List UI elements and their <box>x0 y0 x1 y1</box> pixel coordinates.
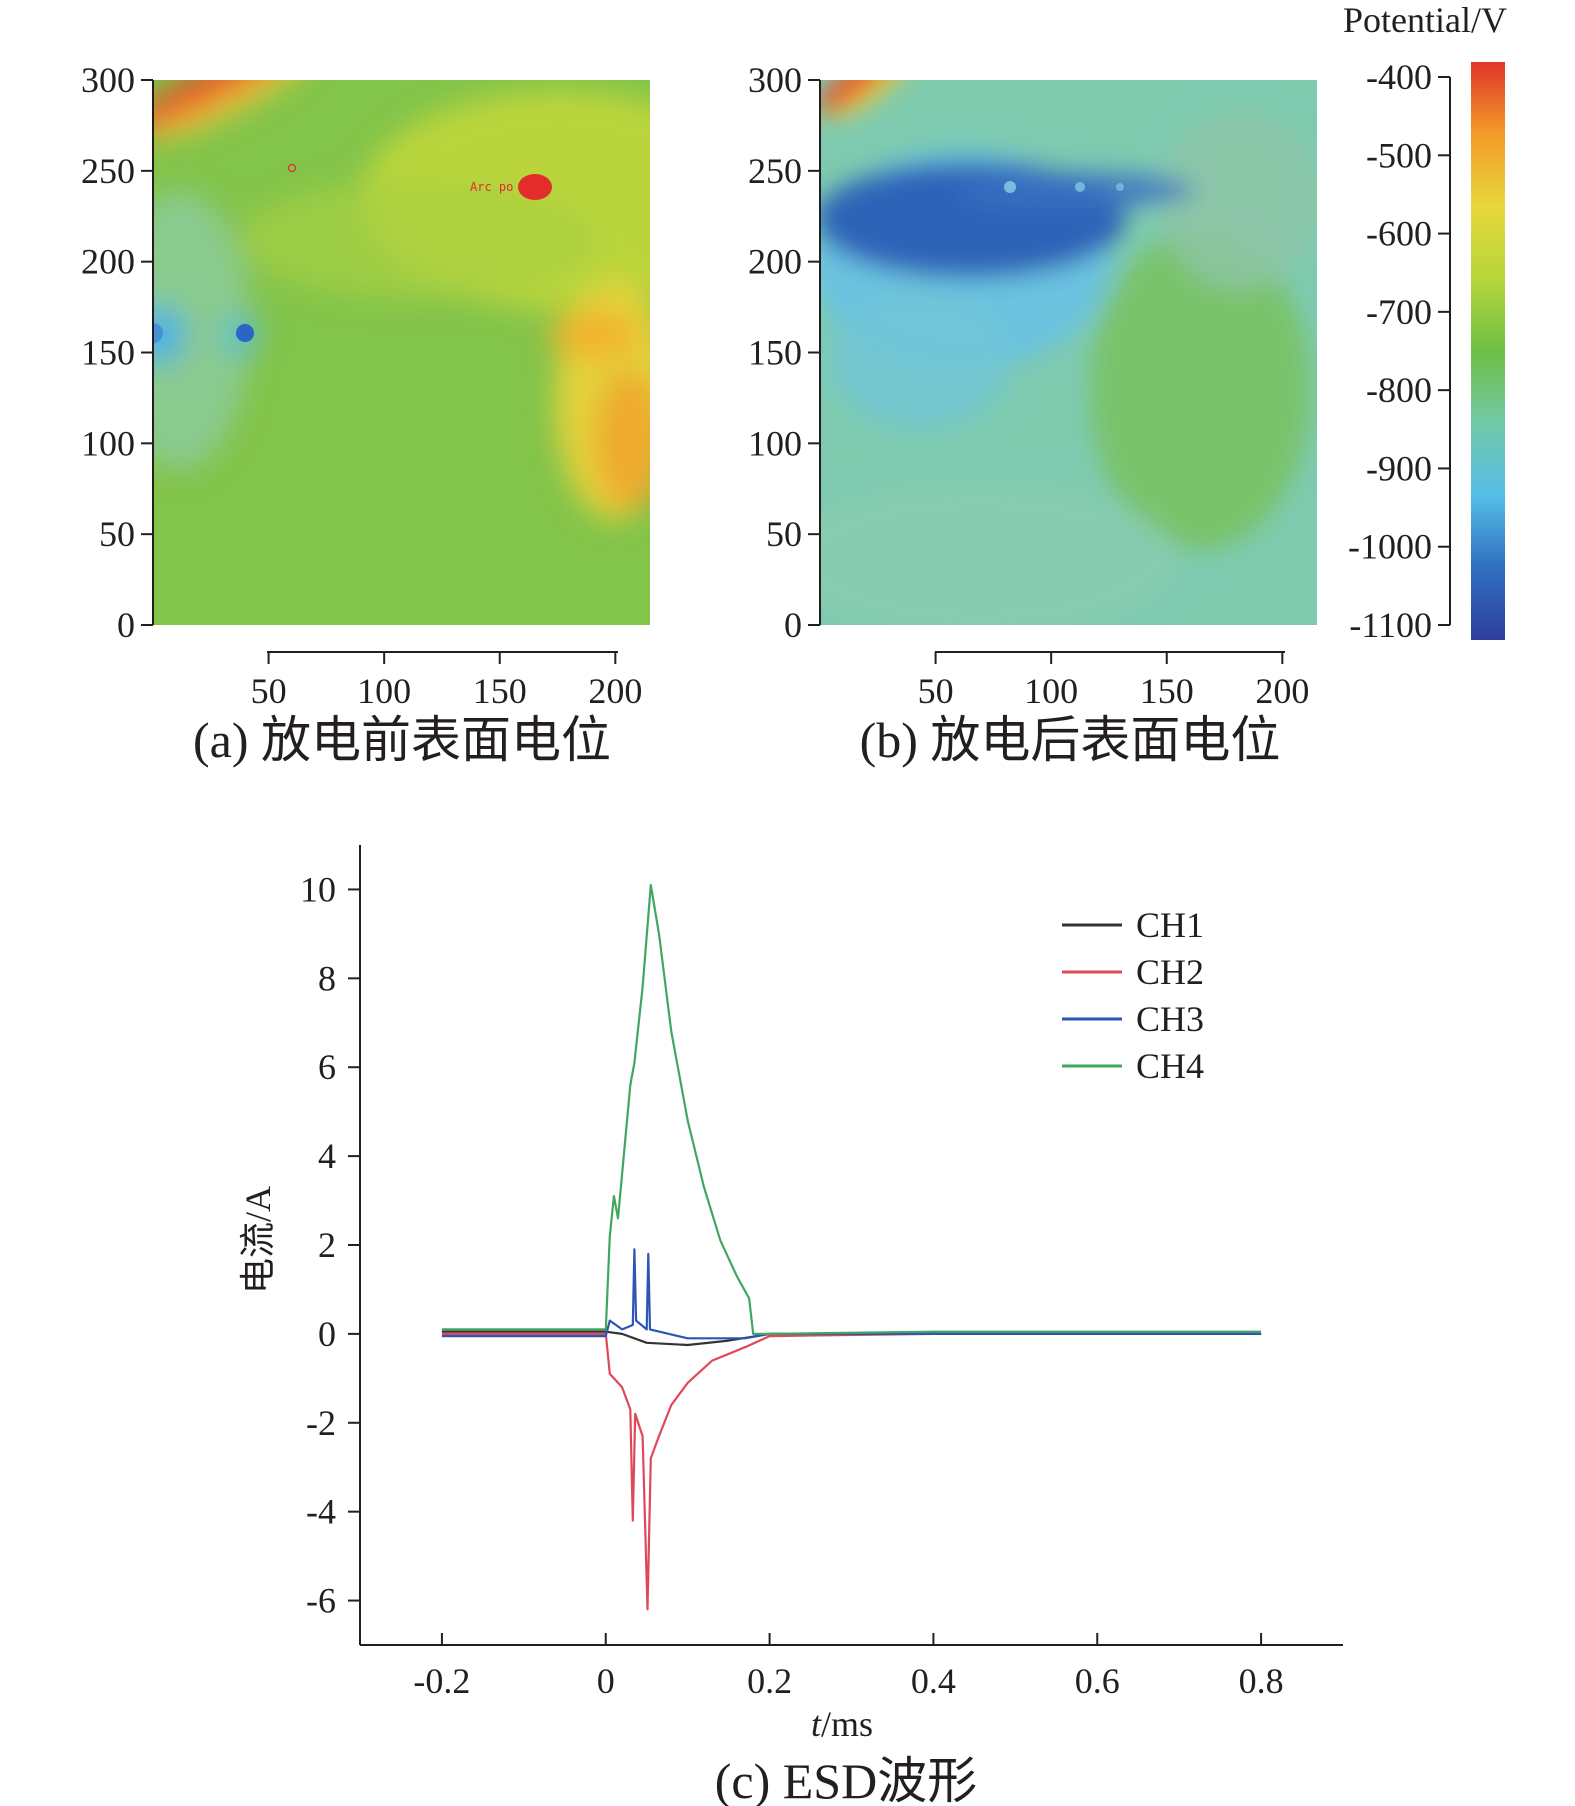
caption-b: (b) 放电后表面电位 <box>860 712 1281 768</box>
esd-y-tick-label: 10 <box>300 869 336 909</box>
esd-ylabel: 电流/A <box>238 1186 278 1294</box>
y-tick-label: 200 <box>748 242 802 282</box>
heatmap-a: Arc po 0 50 100 150 200 250 300 50 100 150 200 (a)… <box>81 60 650 768</box>
x-tick-label: 200 <box>588 671 642 711</box>
heatmap-a-axes: 0 50 100 150 200 250 300 50 100 150 200 <box>81 60 642 711</box>
esd-x-tick-label: -0.2 <box>413 1661 470 1701</box>
y-tick-label: 250 <box>81 151 135 191</box>
colorbar-axis: -400 -500 -600 -700 -800 -900 -1000 -1100 <box>1348 57 1451 645</box>
heatmap-b-axes: 0 50 100 150 200 250 300 50 100 150 200 <box>748 60 1309 711</box>
y-tick-label: 0 <box>784 605 802 645</box>
y-tick-label: 150 <box>81 333 135 373</box>
colorbar-tick-label: -800 <box>1366 370 1432 410</box>
legend-label-ch1: CH1 <box>1136 905 1204 945</box>
y-tick-label: 100 <box>748 423 802 463</box>
colorbar-tick-label: -700 <box>1366 292 1432 332</box>
colorbar-gradient <box>1471 62 1505 640</box>
esd-y-tick-label: 6 <box>318 1047 336 1087</box>
esd-x-tick-label: 0 <box>597 1661 615 1701</box>
heatmap-a-image: Arc po <box>153 80 650 625</box>
x-tick-label: 150 <box>473 671 527 711</box>
esd-legend: CH1 CH2 CH3 CH4 <box>1062 905 1204 1086</box>
esd-y-tick-label: 0 <box>318 1314 336 1354</box>
esd-x-tick-label: 0.8 <box>1239 1661 1284 1701</box>
arc-point-label: Arc po <box>470 180 513 194</box>
esd-y-tick-label: -6 <box>306 1581 336 1621</box>
y-tick-label: 50 <box>99 514 135 554</box>
esd-x-tick-label: 0.6 <box>1075 1661 1120 1701</box>
y-tick-label: 300 <box>81 60 135 100</box>
esd-y-tick-label: 8 <box>318 958 336 998</box>
colorbar: Potential/V -400 -500 -600 -700 -800 -900 -100… <box>1343 0 1507 645</box>
x-tick-label: 150 <box>1140 671 1194 711</box>
series-ch3-line <box>441 1248 1262 1340</box>
caption-a: (a) 放电前表面电位 <box>193 712 611 768</box>
x-tick-label: 200 <box>1255 671 1309 711</box>
legend-label-ch2: CH2 <box>1136 952 1204 992</box>
y-tick-label: 150 <box>748 333 802 373</box>
colorbar-tick-label: -400 <box>1366 57 1432 97</box>
esd-y-tick-label: 2 <box>318 1225 336 1265</box>
colorbar-tick-label: -1100 <box>1349 605 1432 645</box>
y-tick-label: 100 <box>81 423 135 463</box>
heatmap-b: 0 50 100 150 200 250 300 50 100 150 200 (b) 放电后表面电… <box>748 60 1317 768</box>
x-tick-label: 100 <box>1024 671 1078 711</box>
legend-label-ch3: CH3 <box>1136 999 1204 1039</box>
esd-x-tick-label: 0.4 <box>911 1661 956 1701</box>
legend-label-ch4: CH4 <box>1136 1046 1204 1086</box>
esd-series <box>441 883 1262 1611</box>
y-tick-label: 300 <box>748 60 802 100</box>
x-tick-label: 100 <box>357 671 411 711</box>
series-ch4-line <box>441 883 1262 1335</box>
colorbar-tick-label: -500 <box>1366 135 1432 175</box>
x-tick-label: 50 <box>918 671 954 711</box>
colorbar-tick-label: -900 <box>1366 448 1432 488</box>
colorbar-title: Potential/V <box>1343 0 1507 40</box>
series-ch2-line <box>441 1332 1262 1611</box>
esd-chart: -6 -4 -2 0 2 4 6 8 10 -0.2 0 0.2 0.4 0.6 0.8 CH1 CH2 CH3… <box>238 845 1343 1806</box>
caption-c: (c) ESD波形 <box>715 1753 977 1806</box>
heatmap-b-image <box>820 80 1317 625</box>
colorbar-tick-label: -1000 <box>1348 527 1432 567</box>
y-tick-label: 200 <box>81 242 135 282</box>
esd-x-tick-label: 0.2 <box>747 1661 792 1701</box>
y-tick-label: 250 <box>748 151 802 191</box>
colorbar-tick-label: -600 <box>1366 214 1432 254</box>
y-tick-label: 50 <box>766 514 802 554</box>
esd-xlabel: t/ms <box>811 1704 873 1744</box>
x-tick-label: 50 <box>251 671 287 711</box>
esd-y-tick-label: 4 <box>318 1136 336 1176</box>
y-tick-label: 0 <box>117 605 135 645</box>
esd-y-tick-label: -4 <box>306 1492 336 1532</box>
esd-y-tick-label: -2 <box>306 1403 336 1443</box>
esd-axes: -6 -4 -2 0 2 4 6 8 10 -0.2 0 0.2 0.4 0.6 0.8 <box>300 845 1343 1701</box>
